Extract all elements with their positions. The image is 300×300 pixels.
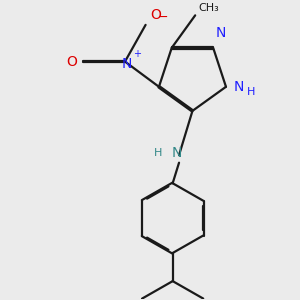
Text: N: N	[172, 146, 182, 160]
Text: N: N	[234, 80, 244, 94]
Text: O: O	[151, 8, 162, 22]
Text: +: +	[133, 49, 141, 59]
Text: H: H	[247, 87, 256, 97]
Text: N: N	[122, 57, 132, 71]
Text: N: N	[215, 26, 226, 40]
Text: −: −	[158, 11, 169, 24]
Text: H: H	[154, 148, 162, 158]
Text: CH₃: CH₃	[199, 3, 219, 13]
Text: O: O	[67, 55, 77, 69]
